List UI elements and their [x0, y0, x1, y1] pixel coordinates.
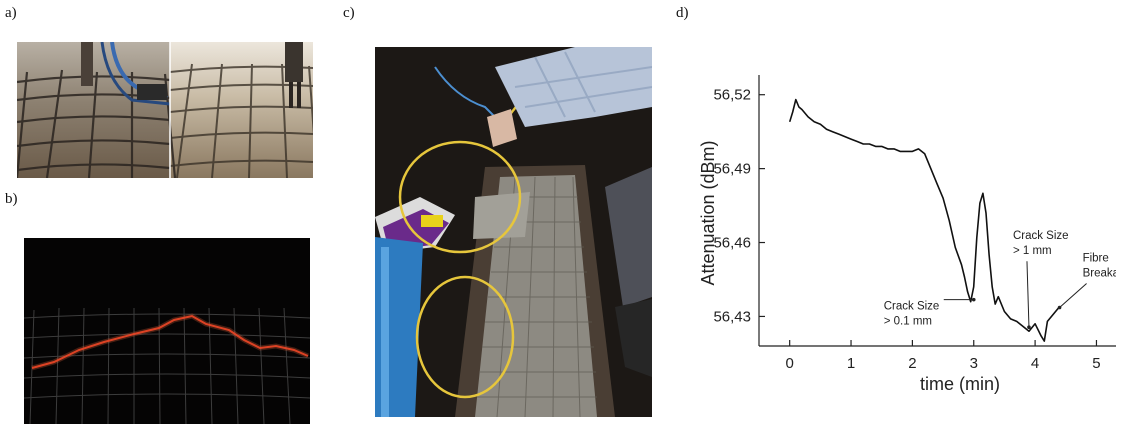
- y-tick-label: 56,46: [713, 235, 751, 252]
- panel-a-photo: [17, 42, 313, 178]
- panel-b-photo: [24, 238, 310, 424]
- annotation-text: Fibre: [1083, 253, 1109, 265]
- annotation-text: Crack Size: [1013, 230, 1069, 242]
- y-tick-label: 56,43: [713, 308, 751, 325]
- y-tick-label: 56,49: [713, 161, 751, 178]
- y-tick-label: 56,52: [713, 87, 751, 104]
- attenuation-line: [788, 98, 1061, 342]
- panel-b-label: b): [5, 191, 18, 207]
- annotation-text: Crack Size: [884, 301, 940, 313]
- x-tick-label: 1: [847, 355, 855, 372]
- annotation-arrow: [1059, 283, 1087, 308]
- glowing-fibre-mesh-image: [24, 238, 310, 424]
- y-axis-label: Attenuation (dBm): [698, 140, 718, 285]
- x-tick-label: 4: [1031, 355, 1039, 372]
- panel-c-photo: [375, 47, 652, 417]
- annotation: Crack Size > 1 mm: [1013, 230, 1069, 330]
- panel-a-label: a): [5, 5, 17, 21]
- chart-axes: [758, 75, 1116, 347]
- annotation-arrowhead: [971, 297, 976, 302]
- annotation-text: > 0.1 mm: [884, 316, 932, 328]
- x-ticks: 0 1 2 3 4 5: [786, 340, 1101, 372]
- data-series: [788, 98, 1061, 342]
- annotation-text: > 1 mm: [1013, 245, 1052, 257]
- x-tick-label: 3: [970, 355, 978, 372]
- mesh-machine-photo-image: [17, 42, 313, 178]
- x-tick-label: 2: [908, 355, 916, 372]
- panel-c-label: c): [343, 5, 355, 21]
- annotation-arrowhead: [1057, 305, 1062, 310]
- concrete-beam-fibre-photo-image: [375, 47, 652, 417]
- y-ticks: 56,43 56,46 56,49 56,52: [713, 87, 765, 325]
- annotation-arrow: [1026, 261, 1030, 328]
- annotation: Fibre Breakage: [1057, 253, 1116, 310]
- x-tick-label: 0: [786, 355, 794, 372]
- x-axis-label: time (min): [920, 374, 1000, 394]
- annotation-arrowhead: [1027, 325, 1031, 330]
- annotation-text: Breakage: [1083, 268, 1116, 280]
- annotation: Crack Size > 0.1 mm: [884, 297, 976, 328]
- attenuation-chart: 0 1 2 3 4 5 56,43 56,46 56,49 56,52 Crack Size > …: [698, 75, 1116, 394]
- x-tick-label: 5: [1092, 355, 1100, 372]
- panel-d-label: d): [676, 5, 689, 21]
- annotations: Crack Size > 0.1 mm Crack Size > 1 mm Fibre B…: [884, 230, 1116, 330]
